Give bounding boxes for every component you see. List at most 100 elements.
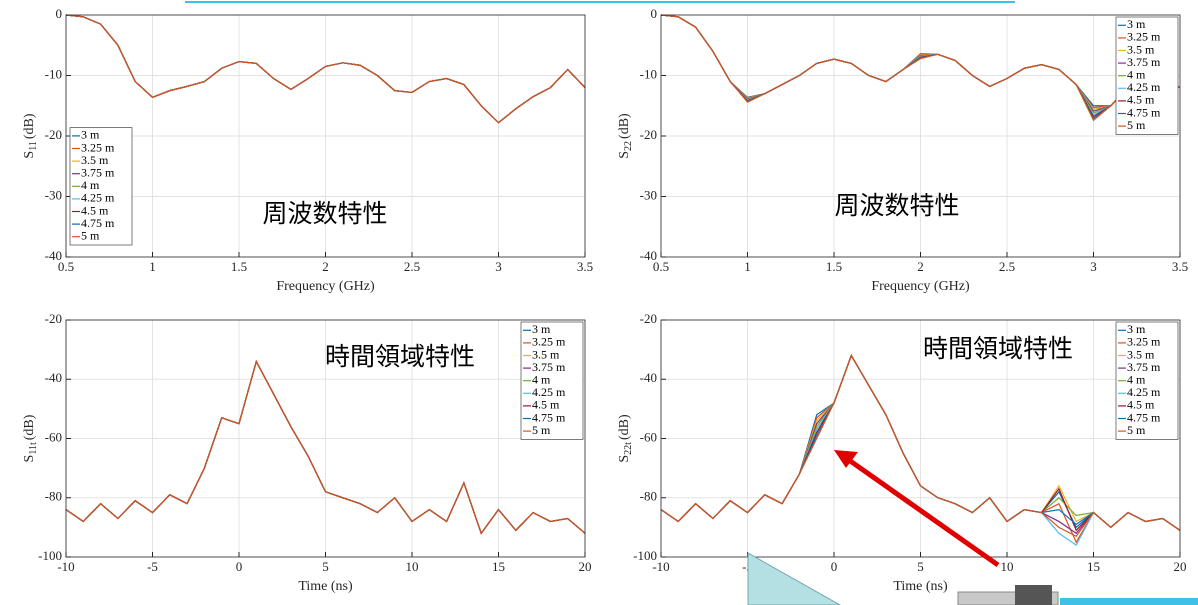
y-tick-label: -20 — [640, 127, 657, 142]
axes-box — [660, 14, 1181, 258]
legend-box — [69, 127, 133, 246]
legend-label: 5 m — [81, 228, 100, 242]
legend-label: 4.5 m — [81, 203, 109, 217]
y-label-unit: (dB) — [617, 113, 632, 139]
y-label-subscript: 22 — [623, 141, 634, 151]
x-tick-label: -10 — [57, 559, 74, 574]
annotation: 時間領域特性 — [923, 334, 1073, 363]
x-tick-label: 5 — [322, 559, 329, 574]
y-tick-label: -100 — [633, 548, 657, 563]
y-tick-label: -20 — [640, 311, 657, 326]
x-tick-label: 3.5 — [1172, 259, 1188, 274]
y-tick-label: -100 — [38, 548, 62, 563]
x-tick-label: 0.5 — [653, 259, 669, 274]
y-axis-label: S11 (dB) — [22, 113, 39, 158]
legend-label: 4 m — [1127, 67, 1146, 81]
x-axis-label: Frequency (GHz) — [276, 279, 375, 294]
red-arrow-head — [834, 450, 858, 468]
x-tick-label: 1.5 — [826, 259, 842, 274]
subplot: -100 -80 -60 -40 -20 -10 -5 0 5 10 15 20 Time (ns) S1… — [22, 311, 591, 594]
legend-label: 3 m — [1127, 17, 1146, 31]
legend-label: 3.75 m — [1127, 55, 1161, 69]
x-tick-label: 2 — [322, 259, 329, 274]
x-tick-label: 1.5 — [231, 259, 247, 274]
legend-label: 3.25 m — [532, 335, 566, 349]
red-arrow-shaft — [844, 455, 1000, 568]
x-tick-label: 10 — [406, 559, 419, 574]
x-tick-label: 3 — [1090, 259, 1097, 274]
x-tick-label: -5 — [147, 559, 158, 574]
y-tick-label: 0 — [56, 6, 63, 21]
legend-label: 3.25 m — [1127, 335, 1161, 349]
x-tick-label: 2.5 — [404, 259, 420, 274]
legend-label: 3.5 m — [81, 153, 109, 167]
data-line — [65, 359, 586, 535]
y-tick-label: -80 — [45, 489, 62, 504]
y-tick-label: -20 — [45, 311, 62, 326]
legend-label: 4 m — [532, 372, 551, 386]
x-tick-label: 15 — [492, 559, 505, 574]
y-tick-label: -30 — [640, 187, 657, 202]
x-tick-label: 0 — [831, 559, 838, 574]
x-tick-label: 1 — [149, 259, 156, 274]
legend-label: 3.75 m — [81, 165, 115, 179]
y-tick-label: -30 — [45, 187, 62, 202]
y-label-subscript: 22t — [623, 442, 634, 455]
legend-label: 3.75 m — [1127, 360, 1161, 374]
annotation: 周波数特性 — [834, 191, 959, 220]
legend-label: 4.5 m — [532, 398, 560, 412]
legend-box — [520, 321, 584, 440]
y-label-symbol: S — [22, 151, 37, 159]
legend-label: 3.5 m — [1127, 347, 1155, 361]
legend-label: 3.75 m — [532, 360, 566, 374]
legend-box — [1115, 321, 1179, 440]
y-tick-label: -40 — [640, 370, 657, 385]
x-tick-label: 10 — [1001, 559, 1014, 574]
legend-label: 4.75 m — [1127, 410, 1161, 424]
y-tick-label: -40 — [45, 370, 62, 385]
y-label-symbol: S — [617, 455, 632, 463]
x-axis-label: Frequency (GHz) — [871, 279, 970, 294]
data-line — [660, 14, 1181, 122]
data-line — [660, 354, 1181, 538]
legend-label: 4 m — [81, 178, 100, 192]
legend-label: 4.25 m — [1127, 80, 1161, 94]
x-tick-label: 15 — [1087, 559, 1100, 574]
legend-label: 4 m — [1127, 372, 1146, 386]
y-tick-label: -40 — [45, 248, 62, 263]
data-line — [65, 14, 586, 124]
subplot: -40 -30 -20 -10 0 0.5 1 1.5 2 2.5 3 3.5 Frequency (G… — [22, 6, 593, 294]
x-tick-label: 0 — [236, 559, 243, 574]
x-axis-label: Time (ns) — [298, 579, 353, 594]
y-tick-label: 0 — [651, 6, 658, 21]
legend-label: 3 m — [532, 322, 551, 336]
x-tick-label: -10 — [652, 559, 669, 574]
y-tick-label: -60 — [45, 429, 62, 444]
legend-label: 4.25 m — [532, 385, 566, 399]
x-tick-label: 5 — [917, 559, 924, 574]
x-tick-label: 2 — [917, 259, 924, 274]
legend-box — [1115, 16, 1179, 135]
y-tick-label: -60 — [640, 429, 657, 444]
y-axis-label: S22t (dB) — [617, 414, 634, 463]
axes-box — [65, 14, 586, 258]
legend-label: 4.75 m — [532, 410, 566, 424]
annotation: 周波数特性 — [262, 199, 387, 228]
legend-label: 3.5 m — [532, 347, 560, 361]
legend-label: 4.75 m — [81, 216, 115, 230]
y-label-symbol: S — [617, 151, 632, 159]
subplot: -40 -30 -20 -10 0 0.5 1 1.5 2 2.5 3 3.5 Frequency (G… — [617, 6, 1188, 294]
legend-label: 4.5 m — [1127, 93, 1155, 107]
y-label-subscript: 11 — [28, 141, 39, 151]
x-tick-label: 20 — [1174, 559, 1187, 574]
dark-box — [1015, 585, 1052, 605]
legend-label: 3 m — [1127, 322, 1146, 336]
legend-label: 3.25 m — [81, 140, 115, 154]
y-tick-label: -10 — [45, 66, 62, 81]
x-tick-label: 1 — [744, 259, 751, 274]
legend-label: 5 m — [532, 423, 551, 437]
x-tick-label: 0.5 — [58, 259, 74, 274]
legend-label: 4.25 m — [1127, 385, 1161, 399]
y-label-unit: (dB) — [22, 414, 37, 440]
